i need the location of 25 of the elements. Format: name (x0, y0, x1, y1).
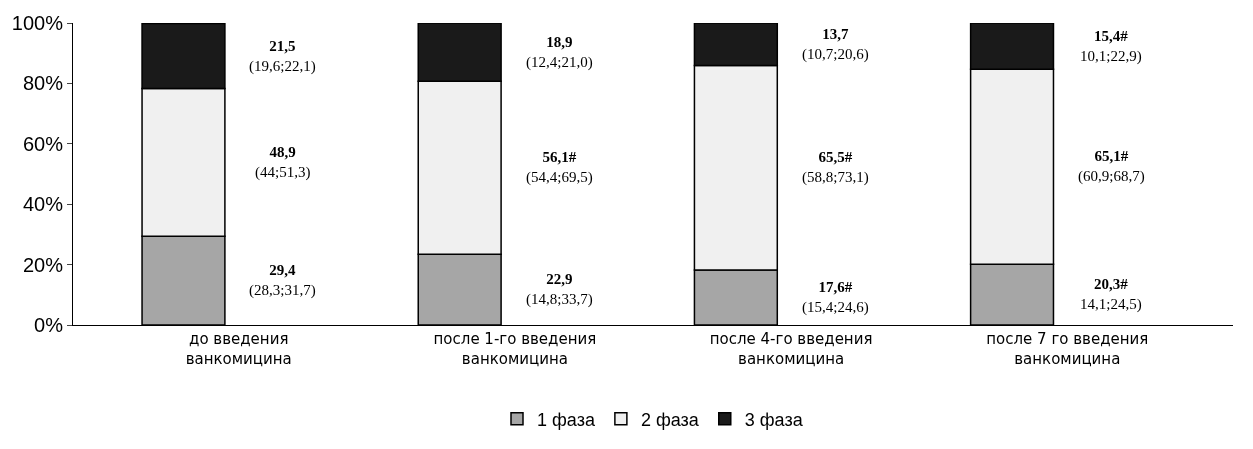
annotation: 65,1# (60,9;68,7) (1078, 148, 1145, 185)
y-tick-label: 80% (22, 72, 64, 95)
legend-label: 1 фаза (537, 409, 596, 430)
legend-label: 2 фаза (640, 409, 700, 430)
annotation: 22,9 (14,8;33,7) (526, 271, 593, 308)
annotation: 29,4 (28,3;31,7) (249, 262, 316, 299)
annotation: 18,9 (12,4;21,0) (526, 34, 593, 71)
legend-label: 3 фаза (744, 409, 804, 430)
x-tick-label: до введения ванкомицина (185, 330, 292, 368)
annotation: 15,4# 10,1;22,9) (1080, 28, 1142, 65)
annotation: 17,6# (15,4;24,6) (802, 279, 869, 316)
y-tick-label: 40% (22, 193, 64, 216)
x-tick-label: после 4-го введения ванкомицина (709, 330, 873, 368)
y-tick-label: 100% (11, 12, 64, 34)
annotation: 65,5# (58,8;73,1) (802, 149, 869, 186)
x-tick-label: после 7 го введения ванкомицина (986, 330, 1149, 368)
annotation: 56,1# (54,4;69,5) (526, 149, 593, 186)
annotation: 21,5 (19,6;22,1) (249, 38, 316, 75)
y-tick-label: 60% (22, 132, 64, 155)
y-tick-label: 20% (22, 253, 64, 276)
annotation: 48,9 (44;51,3) (255, 144, 311, 181)
annotation: 20,3# 14,1;24,5) (1080, 276, 1142, 313)
annotation: 13,7 (10,7;20,6) (802, 26, 869, 63)
y-tick-label: 0% (34, 314, 64, 336)
x-tick-label: после 1-го введения ванкомицина (433, 330, 597, 368)
